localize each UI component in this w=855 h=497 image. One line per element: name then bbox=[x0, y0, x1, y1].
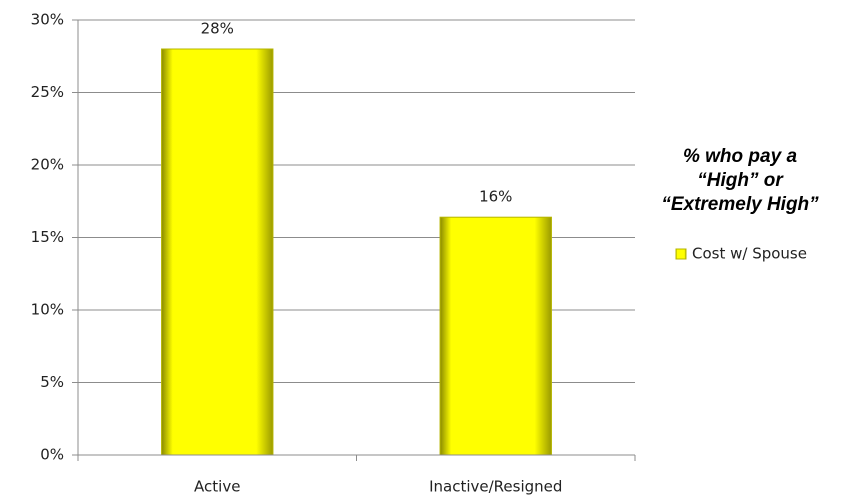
y-tick-label: 10% bbox=[31, 301, 64, 319]
x-tick-label: Active bbox=[194, 478, 240, 496]
legend-title: “Extremely High” bbox=[661, 194, 819, 215]
bar bbox=[161, 48, 274, 456]
x-tick-label: Inactive/Resigned bbox=[429, 478, 562, 496]
legend-swatch bbox=[675, 248, 687, 260]
y-tick-label: 15% bbox=[31, 228, 64, 246]
y-tick-label: 5% bbox=[40, 373, 64, 391]
legend-label: Cost w/ Spouse bbox=[692, 245, 807, 263]
legend-title: % who pay a bbox=[683, 146, 797, 167]
value-label: 16% bbox=[479, 188, 512, 206]
y-tick-label: 20% bbox=[31, 156, 64, 174]
legend-title: “High” or bbox=[697, 170, 784, 191]
y-tick-label: 30% bbox=[31, 11, 64, 29]
y-tick-label: 0% bbox=[40, 446, 64, 464]
value-label: 28% bbox=[201, 20, 234, 38]
y-tick-label: 25% bbox=[31, 83, 64, 101]
bar bbox=[439, 216, 552, 456]
